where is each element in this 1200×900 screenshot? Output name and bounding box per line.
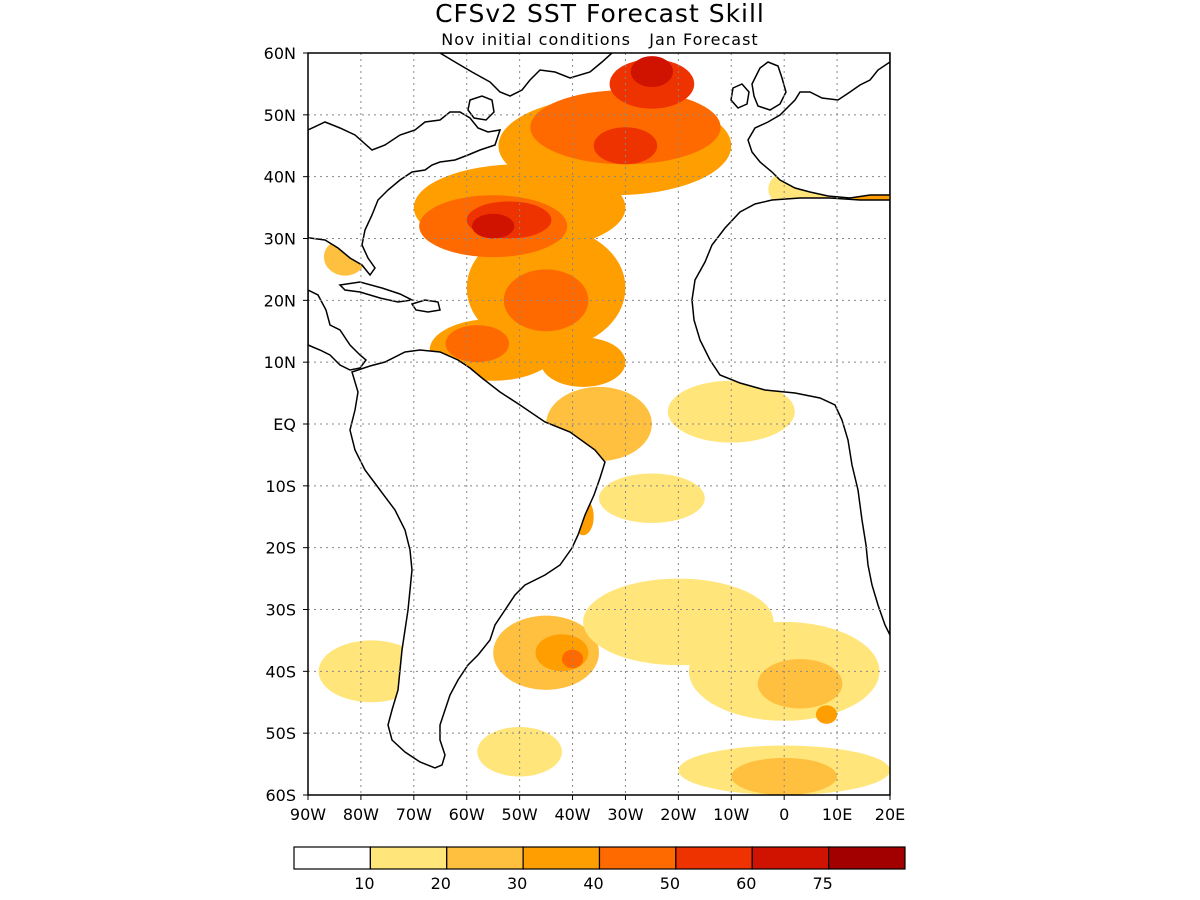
hispaniola-coastline — [410, 299, 441, 313]
lat-label: 10N — [264, 353, 296, 372]
lat-label: 40N — [264, 168, 296, 187]
lat-label: 60S — [265, 786, 296, 805]
skill-region-7 — [503, 269, 589, 332]
lat-label: 40S — [265, 662, 296, 681]
skill-region-8 — [445, 325, 510, 363]
skill-region-24 — [815, 705, 838, 724]
lat-label: 30N — [264, 230, 296, 249]
map-title: CFSv2 SST Forecast Skill — [435, 0, 765, 28]
cuba-coastline — [338, 281, 415, 303]
colorbar-swatch-5 — [675, 846, 753, 870]
colorbar-swatch-1 — [369, 846, 448, 870]
lon-label: 50W — [502, 805, 538, 824]
skill-region-4 — [540, 337, 626, 387]
colorbar-label: 75 — [812, 874, 832, 893]
skill-region-20 — [561, 649, 584, 669]
skill-region-13 — [472, 213, 515, 239]
europe-coastline — [747, 53, 890, 199]
ireland-coastline — [730, 83, 750, 109]
lon-label: 20W — [660, 805, 696, 824]
lon-label: 10W — [713, 805, 749, 824]
skill-region-16 — [599, 473, 705, 523]
lon-label: 10E — [822, 805, 852, 824]
lon-label: 0 — [779, 805, 789, 824]
lat-label: 20N — [264, 291, 296, 310]
lon-label: 80W — [343, 805, 379, 824]
latitude-labels: 60N 50N 40N 30N 20N 10N EQ 10S 20S 30S 40S 50S 60S — [264, 44, 308, 805]
lon-label: 40W — [554, 805, 590, 824]
longitude-labels: 90W 80W 70W 60W 50W 40W 30W 20W 10W 0 10E 20E — [290, 795, 905, 824]
land-masses — [308, 53, 890, 769]
colorbar-label: 20 — [431, 874, 451, 893]
lat-label: 30S — [265, 601, 296, 620]
map-area — [307, 52, 891, 796]
colorbar-swatch-4 — [598, 846, 677, 870]
africa-coastline — [691, 197, 890, 636]
lat-label: 10S — [265, 477, 296, 496]
map-subtitle: Nov initial conditions Jan Forecast — [441, 30, 758, 49]
skill-region-11 — [593, 127, 658, 165]
colorbar-swatch-6 — [751, 846, 830, 870]
lon-label: 20E — [875, 805, 905, 824]
lat-label: 20S — [265, 539, 296, 558]
colorbar-label: 50 — [660, 874, 680, 893]
colorbar-label: 10 — [354, 874, 374, 893]
colorbar-swatch-2 — [446, 846, 524, 870]
colorbar-label: 60 — [736, 874, 756, 893]
skill-region-12 — [630, 56, 674, 88]
skill-region-26 — [731, 757, 838, 795]
skill-region-28 — [477, 726, 562, 777]
lat-label: 50N — [264, 106, 296, 125]
lat-label: EQ — [273, 415, 296, 434]
colorbar-label: 40 — [583, 874, 603, 893]
lon-label: 60W — [449, 805, 485, 824]
newfoundland-coastline — [467, 95, 495, 121]
lat-label: 50S — [265, 724, 296, 743]
lon-label: 90W — [290, 805, 326, 824]
central-america-coastline — [308, 289, 368, 371]
skill-region-14 — [667, 380, 795, 443]
colorbar-label: 30 — [507, 874, 527, 893]
skill-region-23 — [757, 658, 843, 709]
lon-label: 30W — [607, 805, 643, 824]
lat-label: 60N — [264, 44, 296, 63]
lon-label: 70W — [396, 805, 432, 824]
colorbar-swatch-7 — [828, 846, 906, 870]
south-america-coastline — [349, 349, 606, 769]
north-america-coastline — [308, 111, 502, 277]
colorbar-swatch-3 — [522, 846, 601, 870]
colorbar: 10 20 30 40 50 60 75 — [293, 846, 906, 893]
greenland-coastline — [438, 53, 614, 97]
skill-region-19 — [535, 634, 589, 672]
british-isles-coastline — [751, 61, 787, 111]
colorbar-swatch-0 — [293, 846, 371, 870]
skill-region-5 — [530, 90, 721, 165]
